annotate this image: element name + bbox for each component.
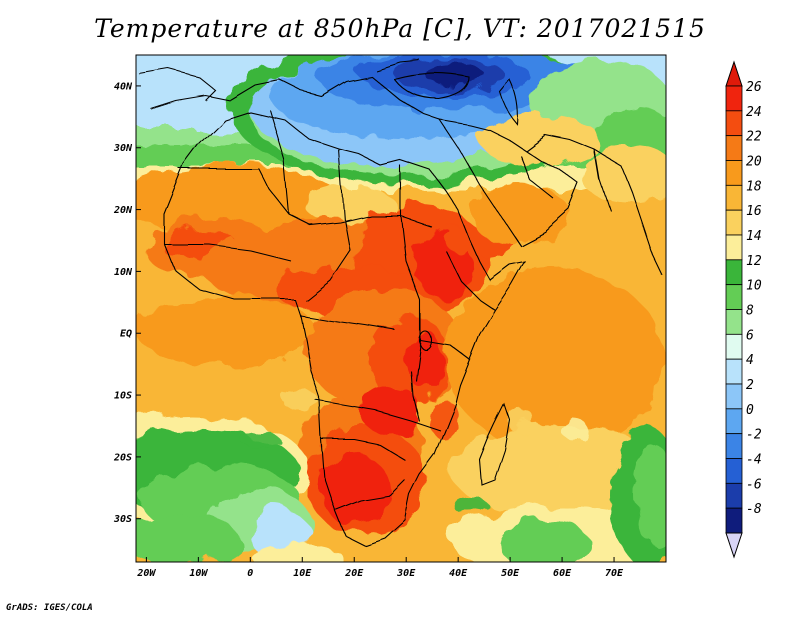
colorbar-label: 26 [746,80,762,95]
lat-tick-label: 10S [114,391,132,402]
colorbar-label: -4 [746,453,762,468]
lat-tick-label: 40N [114,81,133,92]
lat-tick-label: 10N [114,267,133,278]
colorbar-swatch [725,333,743,360]
colorbar-label: 4 [746,353,754,368]
lon-tick-label: 40E [449,568,468,579]
colorbar-swatch [725,160,743,186]
lon-tick-label: 10W [189,568,208,579]
latitude-axis: 40N 30N 20N 10N EQ 10S 20S 30S [113,81,141,525]
colorbar-swatch [725,507,743,534]
colorbar-swatch [725,358,743,385]
colorbar-label: -6 [746,477,762,492]
chart-title: Temperature at 850hPa [C], VT: 201702151… [94,14,706,43]
colorbar-swatch [725,309,743,335]
colorbar-label: 14 [746,229,762,244]
colorbar-label: 8 [746,304,754,319]
colorbar-swatch [725,135,743,161]
temperature-field [136,55,666,562]
colorbar-label: 24 [746,105,762,120]
colorbar-swatch [725,408,743,435]
colorbar-label: -8 [746,502,762,517]
colorbar-label: 0 [746,403,754,418]
colorbar-label: 6 [746,328,754,343]
lon-tick-label: 50E [501,568,520,579]
longitude-axis: 20W 10W 0 10E 20E 30E 40E 50E 60E 70E [136,557,624,579]
colorbar-swatch [725,209,743,236]
colorbar-swatch [725,110,743,137]
colorbar-swatch [725,259,743,286]
lon-tick-label: 20W [136,568,156,579]
colorbar-swatch [725,458,743,484]
lon-tick-label: 20E [344,568,364,579]
lat-tick-label: EQ [120,329,132,340]
colorbar-label: 20 [746,155,762,170]
colorbar-over-arrow [725,60,743,87]
colorbar-label: 12 [746,254,762,269]
colorbar-label: 22 [746,130,762,145]
colorbar-swatch [725,383,743,410]
colorbar-swatch [725,184,743,211]
coastlines [139,59,663,546]
lon-tick-label: 0 [247,568,253,579]
map-frame [135,54,667,563]
lon-tick-label: 70E [605,568,624,579]
credit-text: GrADS: IGES/COLA [6,603,93,613]
colorbar-label: 18 [746,179,762,194]
colorbar-label: 16 [746,204,762,219]
lat-tick-label: 20S [113,452,132,463]
colorbar-swatch [725,85,743,112]
colorbar-label: -2 [746,428,762,443]
lon-tick-label: 60E [553,568,572,579]
colorbar-swatch [725,234,743,261]
lat-tick-label: 20N [113,205,133,216]
colorbar-swatch [725,482,743,509]
colorbar-under-arrow [725,532,743,559]
lon-tick-label: 30E [396,568,416,579]
lon-tick-label: 10E [293,568,312,579]
colorbar-label: 2 [746,378,754,393]
lat-tick-label: 30S [113,514,132,525]
colorbar-swatch [725,284,743,310]
colorbar-label: 10 [746,279,762,294]
colorbar-swatch [725,433,743,459]
lat-tick-label: 30N [113,143,133,154]
